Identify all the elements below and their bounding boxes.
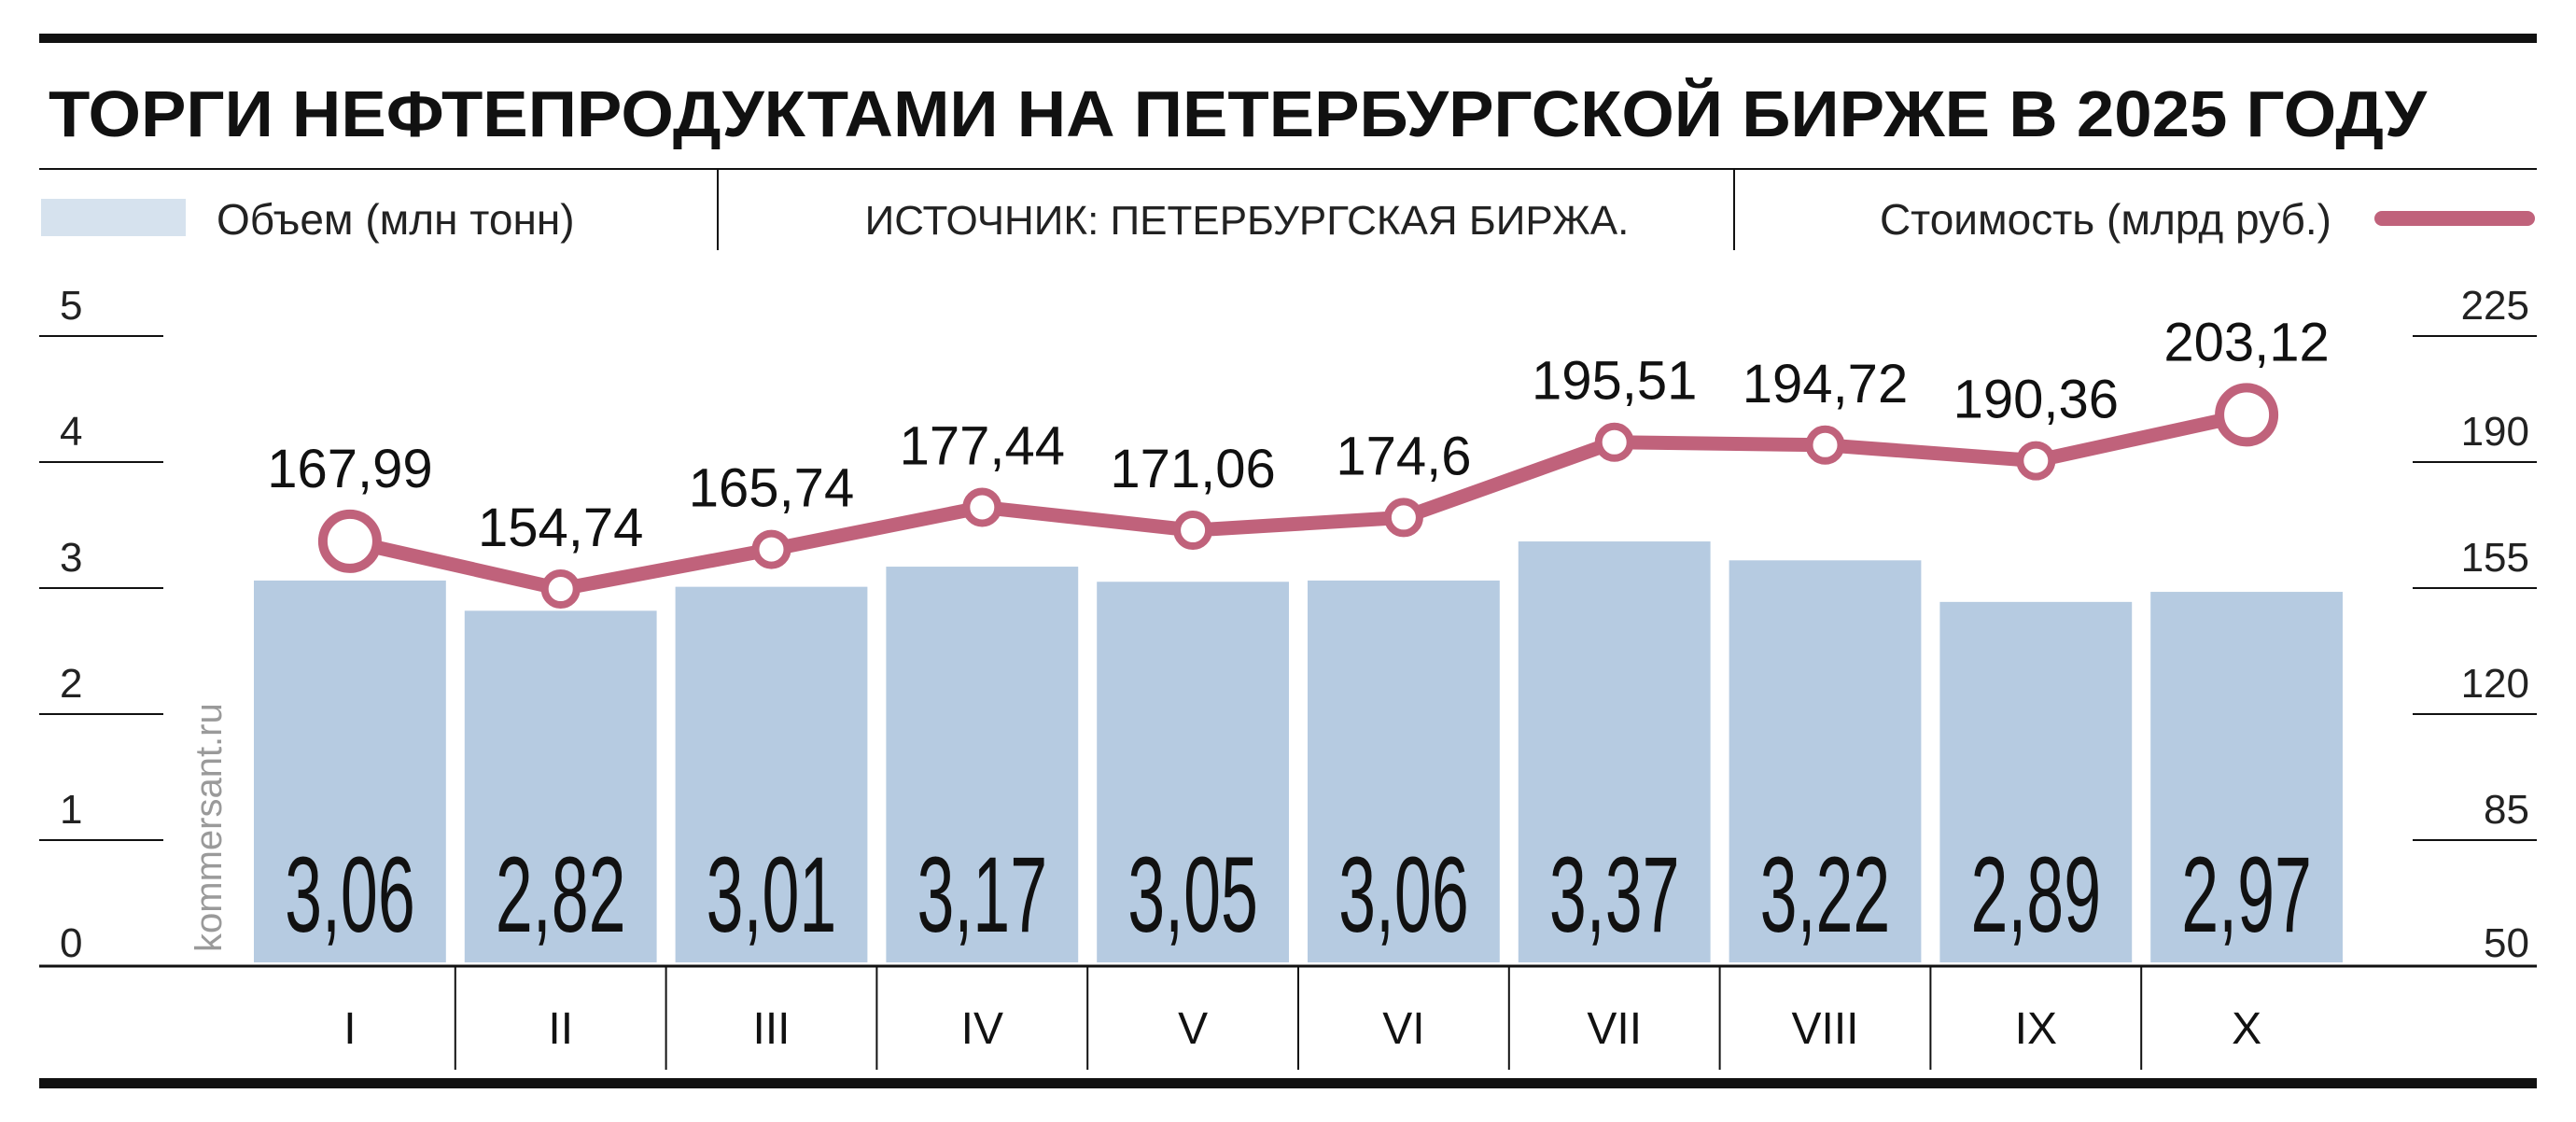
line-value-label: 190,36: [1953, 370, 2119, 430]
top-rule: [39, 34, 2537, 43]
bar: [254, 580, 446, 962]
bars: [254, 541, 2343, 962]
line-value-label: 154,74: [478, 498, 643, 558]
line-value-label: 165,74: [689, 458, 854, 519]
value-line-point: [540, 569, 581, 610]
value-line-point: [962, 487, 1002, 527]
month-label: VII: [1587, 1004, 1642, 1054]
value-line-point: [1173, 511, 1213, 551]
bar: [2150, 592, 2343, 962]
value-line-path: [348, 408, 2248, 596]
right-tick-label: 190: [2461, 409, 2529, 455]
bar-value-label: 2,82: [496, 835, 626, 955]
bar-value-label: 3,06: [285, 835, 415, 955]
bar-value-label: 3,06: [1338, 835, 1469, 955]
right-tick-label: 50: [2484, 920, 2529, 966]
bar-value-label: 2,97: [2181, 835, 2312, 955]
legend-line-label: Стоимость (млрд руб.): [1880, 195, 2331, 244]
left-tick-label: 2: [60, 661, 82, 707]
bar: [1097, 582, 1289, 962]
line-value-label: 194,72: [1743, 354, 1908, 414]
right-axis: 50 85 120 155 190 225: [2413, 283, 2537, 966]
bar: [675, 586, 868, 962]
month-axis: I II III IV V VI VII VIII IX X: [343, 966, 2261, 1070]
bar: [1308, 580, 1500, 962]
month-label: III: [752, 1004, 790, 1054]
chart-title: ТОРГИ НЕФТЕПРОДУКТАМИ НА ПЕТЕРБУРГСКОЙ Б…: [49, 77, 2428, 150]
month-label: IX: [2015, 1004, 2057, 1054]
bar-value-label: 2,89: [1970, 835, 2101, 955]
left-tick-label: 1: [60, 787, 82, 833]
value-line-point: [751, 529, 791, 569]
bottom-rule: [39, 1078, 2537, 1088]
bar-value-label: 3,01: [707, 835, 837, 955]
left-axis: 0 1 2 3 4 5: [39, 283, 163, 966]
left-tick-label: 5: [60, 283, 82, 329]
right-tick-label: 155: [2461, 535, 2529, 581]
left-tick-label: 3: [60, 535, 82, 581]
value-line-point: [1383, 498, 1423, 538]
value-line: [317, 383, 2279, 610]
right-tick-label: 120: [2461, 661, 2529, 707]
legend-bar-swatch: [41, 199, 186, 236]
bar: [1518, 541, 1711, 962]
month-label: VIII: [1791, 1004, 1858, 1054]
bar-value-label: 3,05: [1127, 835, 1258, 955]
line-value-label: 174,6: [1336, 426, 1471, 486]
line-value-label: 171,06: [1110, 439, 1275, 499]
month-label: V: [1178, 1004, 1208, 1054]
value-line-point: [317, 509, 382, 573]
right-tick-label: 225: [2461, 283, 2529, 329]
line-value-label: 195,51: [1532, 351, 1697, 412]
month-label: I: [343, 1004, 356, 1054]
bar-value-label: 3,17: [917, 835, 1047, 955]
bar-labels: 3,06 2,82 3,01 3,17 3,05 3,06 3,37 3,22 2,89 2,97: [285, 835, 2312, 955]
month-label: II: [548, 1004, 573, 1054]
bar: [1729, 560, 1922, 962]
month-label: VI: [1382, 1004, 1424, 1054]
left-tick-label: 4: [60, 409, 82, 455]
bar: [1939, 601, 2133, 962]
right-tick-label: 85: [2484, 787, 2529, 833]
line-value-label: 167,99: [267, 439, 432, 499]
bar-value-label: 3,22: [1760, 835, 1891, 955]
source-label: ИСТОЧНИК: ПЕТЕРБУРГСКАЯ БИРЖА.: [865, 198, 1630, 244]
line-labels: 167,99 154,74 165,74 177,44 171,06 174,6 195,5…: [267, 312, 2330, 558]
value-line-point: [1594, 422, 1634, 462]
month-label: IV: [961, 1004, 1003, 1054]
value-line-point: [2215, 383, 2279, 447]
value-line-point: [1805, 425, 1845, 465]
bar: [464, 610, 657, 962]
value-line-point: [2016, 441, 2056, 481]
watermark: kommersant.ru: [189, 703, 230, 952]
month-label: X: [2232, 1004, 2261, 1054]
legend-bar-label: Объем (млн тонн): [217, 195, 575, 244]
bar-value-label: 3,37: [1549, 835, 1680, 955]
bar: [886, 567, 1079, 962]
line-value-label: 177,44: [900, 415, 1065, 476]
line-value-label: 203,12: [2163, 312, 2329, 372]
left-tick-label: 0: [60, 920, 82, 966]
